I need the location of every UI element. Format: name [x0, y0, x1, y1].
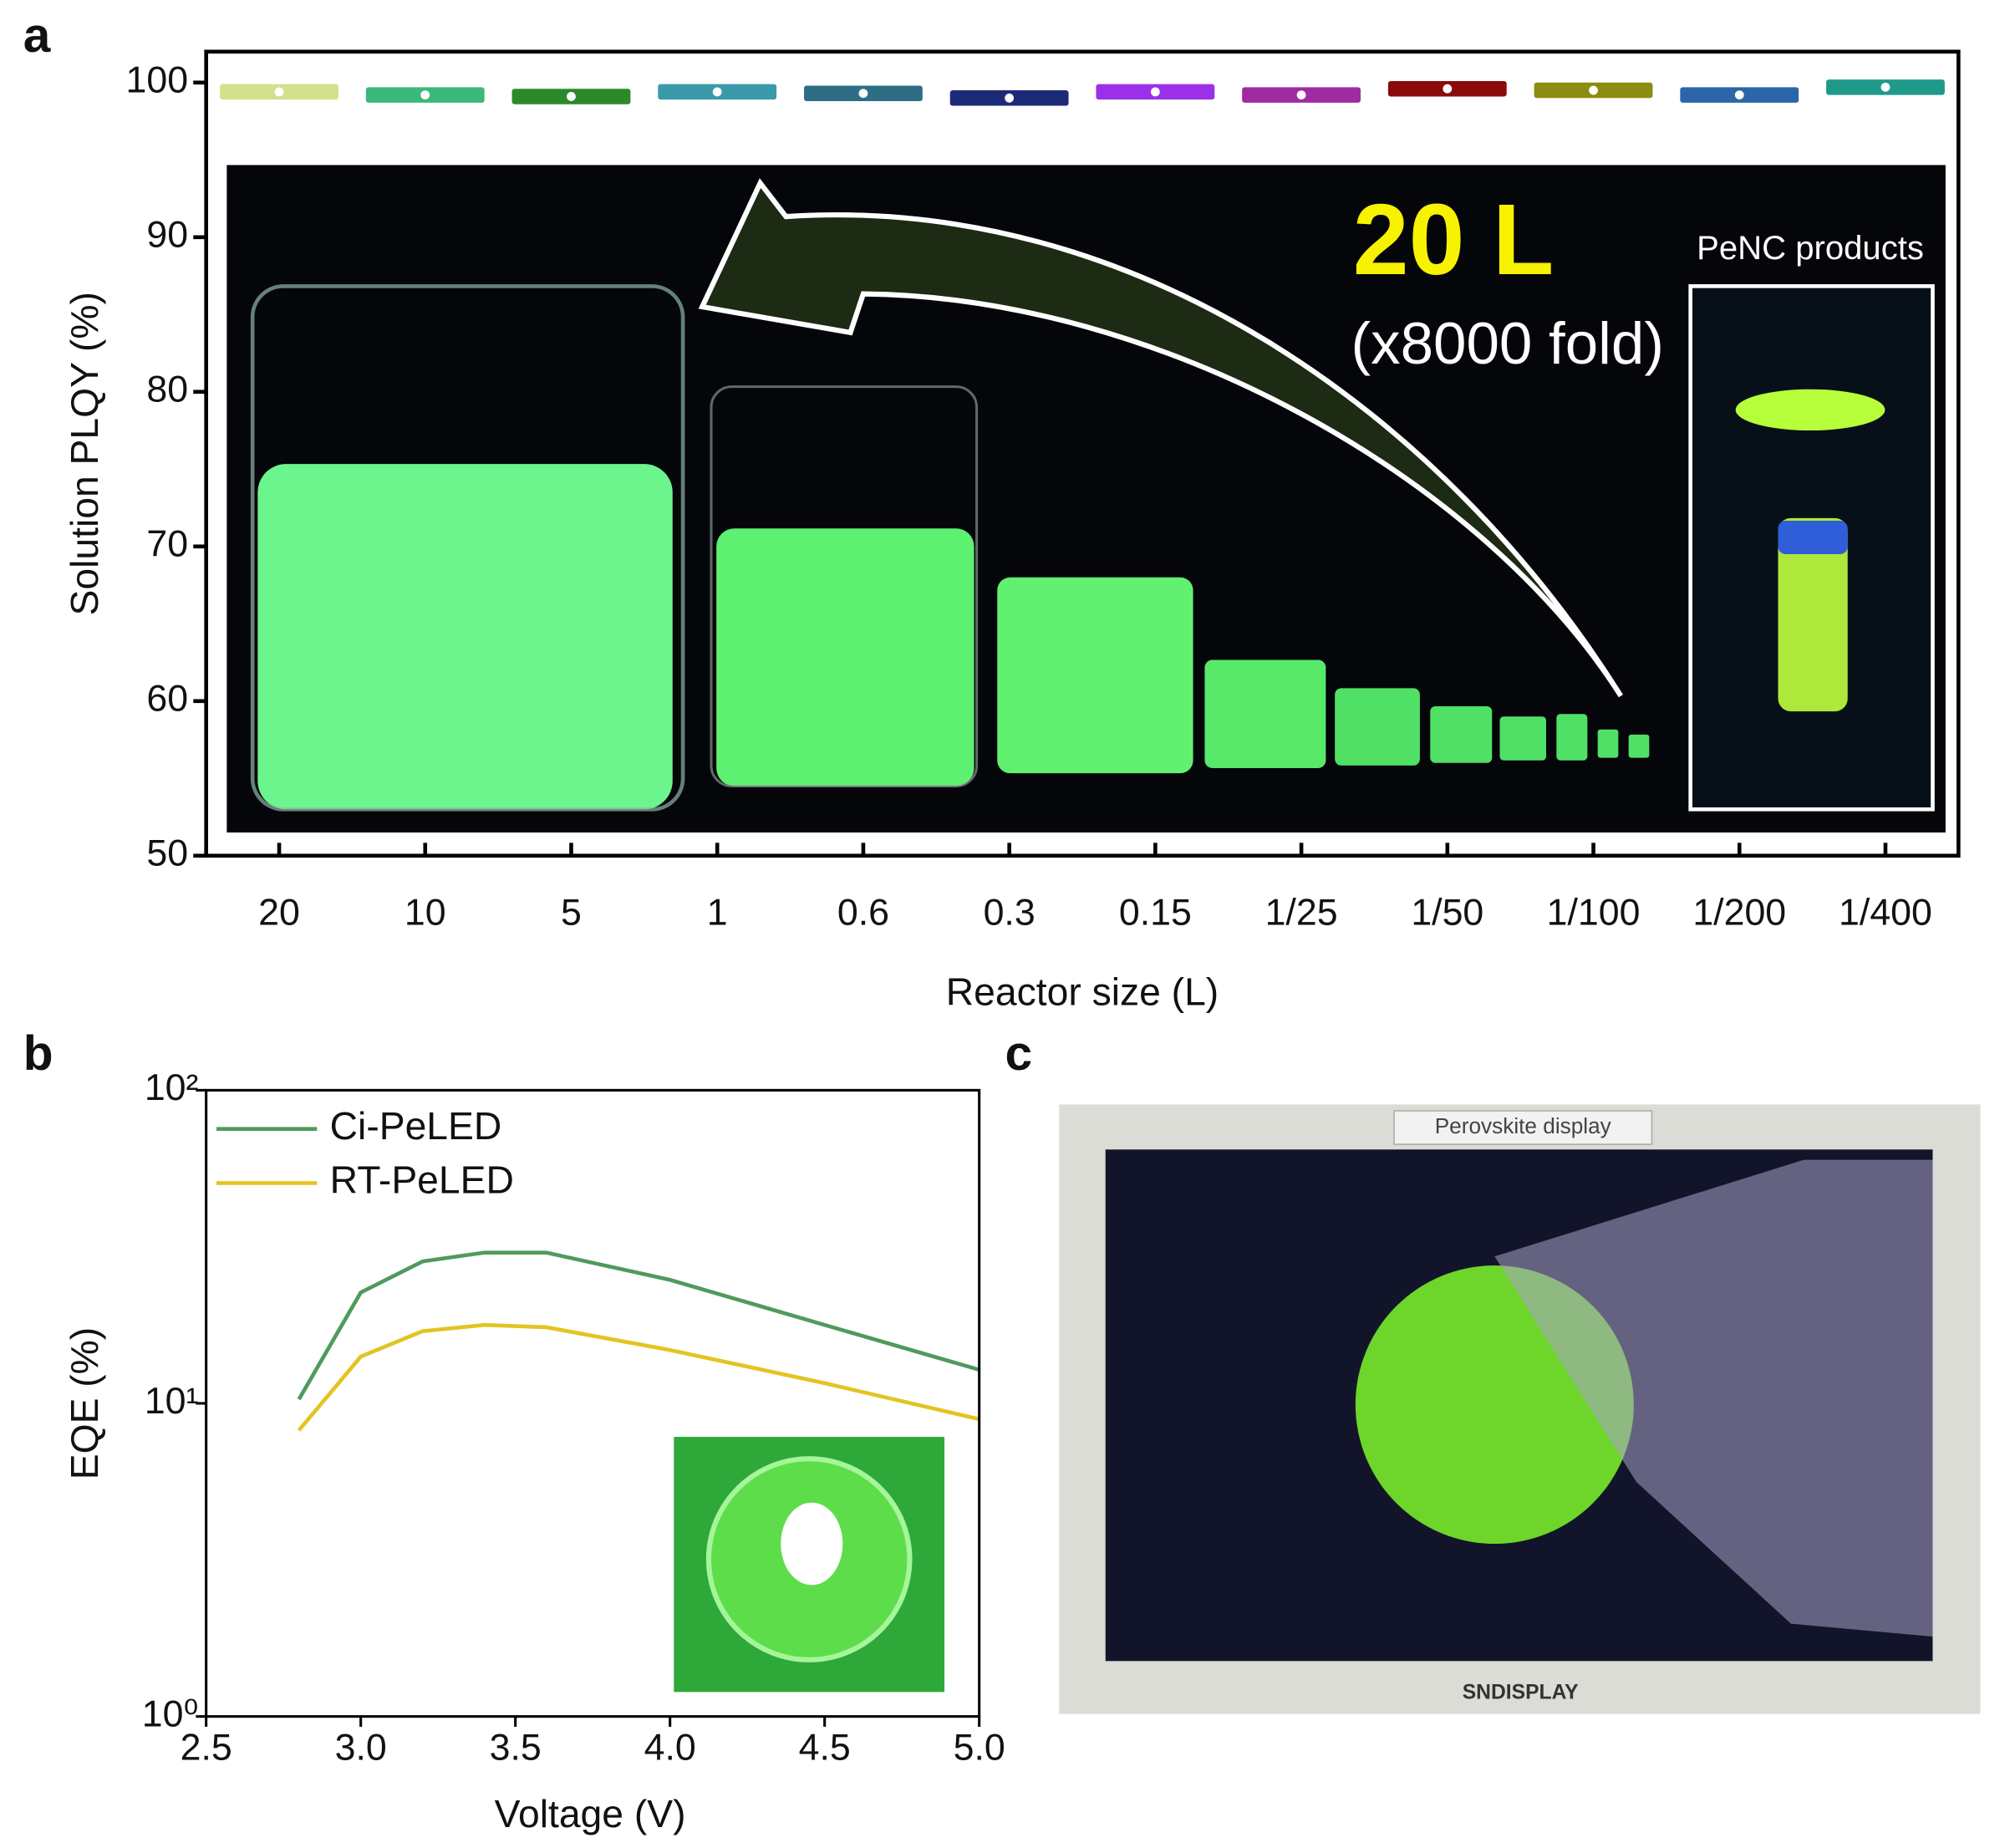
x-tick-label: 3.5 [490, 1728, 542, 1769]
y-tick-label: 50 [146, 833, 188, 874]
chart-b: 2.5 3.0 3.5 4.0 4.5 5.0 10⁰ 10¹ 10² Ci-PeLED RT-Pe… [63, 1067, 1005, 1835]
x-axis-label: Reactor size (L) [946, 970, 1219, 1014]
legend-label: Ci-PeLED [330, 1104, 502, 1148]
x-tick-label: 1/50 [1411, 893, 1483, 934]
mean-dot [1150, 87, 1160, 97]
mean-dot [712, 87, 722, 97]
display-label: Perovskite display [1435, 1113, 1612, 1138]
y-tick-label: 90 [146, 215, 188, 256]
y-tick-label: 10⁰ [142, 1693, 199, 1734]
line-series [297, 1322, 980, 1432]
x-tick-label: 1 [707, 893, 728, 934]
mean-dot [858, 89, 868, 99]
mean-dot [1880, 82, 1890, 92]
inset-label: PeNC products [1697, 230, 1924, 267]
mean-dot [274, 87, 284, 97]
panel-label: a [23, 8, 51, 63]
panel-label: c [1005, 1026, 1033, 1081]
y-axis-label: Solution PLQY (%) [63, 292, 106, 615]
mean-dot [420, 90, 430, 99]
line-series [297, 1250, 980, 1401]
photo-headline: 20 L [1353, 184, 1555, 296]
mean-dot [567, 92, 576, 101]
y-tick-label: 100 [126, 60, 189, 101]
mean-dot [1589, 85, 1598, 95]
photo-a: 20 L (x8000 fold) PeNC products [226, 165, 1946, 833]
y-tick-label: 60 [146, 679, 188, 720]
x-tick-label: 0.6 [837, 893, 889, 934]
chart-a: 50 60 70 80 90 100 20 10 5 1 0.6 0.3 0.15 1/25 1/50 1/1… [63, 49, 1961, 1014]
x-tick-label: 1/100 [1547, 893, 1641, 934]
x-tick-label: 2.5 [181, 1728, 232, 1769]
photo-subline: (x8000 fold) [1351, 311, 1664, 377]
x-tick-label: 0.3 [984, 893, 1036, 934]
mean-dot [1443, 84, 1453, 94]
x-tick-label: 1/400 [1839, 893, 1932, 934]
display-brand: SNDISPLAY [1463, 1681, 1579, 1703]
photo-c: Perovskite display SNDISPLAY [1059, 1104, 1981, 1714]
x-tick-label: 20 [258, 893, 300, 934]
plot-frame [204, 49, 1961, 858]
x-tick-label: 0.15 [1119, 893, 1192, 934]
panel-label: b [23, 1026, 53, 1081]
x-tick-label: 4.5 [799, 1728, 851, 1769]
y-tick-label: 10¹ [145, 1381, 199, 1422]
legend-label: RT-PeLED [330, 1158, 514, 1202]
plot-frame [205, 1088, 981, 1718]
photo-b-inset [674, 1437, 945, 1693]
x-tick-label: 10 [405, 893, 446, 934]
y-axis-label: EQE (%) [63, 1327, 106, 1479]
mean-dot [1296, 90, 1306, 99]
x-tick-label: 4.0 [644, 1728, 696, 1769]
x-tick-label: 5.0 [954, 1728, 1005, 1769]
x-tick-label: 3.0 [335, 1728, 387, 1769]
mean-dot [1005, 93, 1015, 103]
mean-dot [1734, 90, 1744, 99]
y-tick-label: 80 [146, 369, 188, 410]
x-tick-label: 1/25 [1265, 893, 1338, 934]
x-tick-label: 1/200 [1692, 893, 1786, 934]
x-tick-label: 5 [561, 893, 582, 934]
x-axis-label: Voltage (V) [495, 1792, 686, 1835]
y-tick-label: 70 [146, 524, 188, 565]
y-tick-label: 10² [145, 1067, 199, 1108]
